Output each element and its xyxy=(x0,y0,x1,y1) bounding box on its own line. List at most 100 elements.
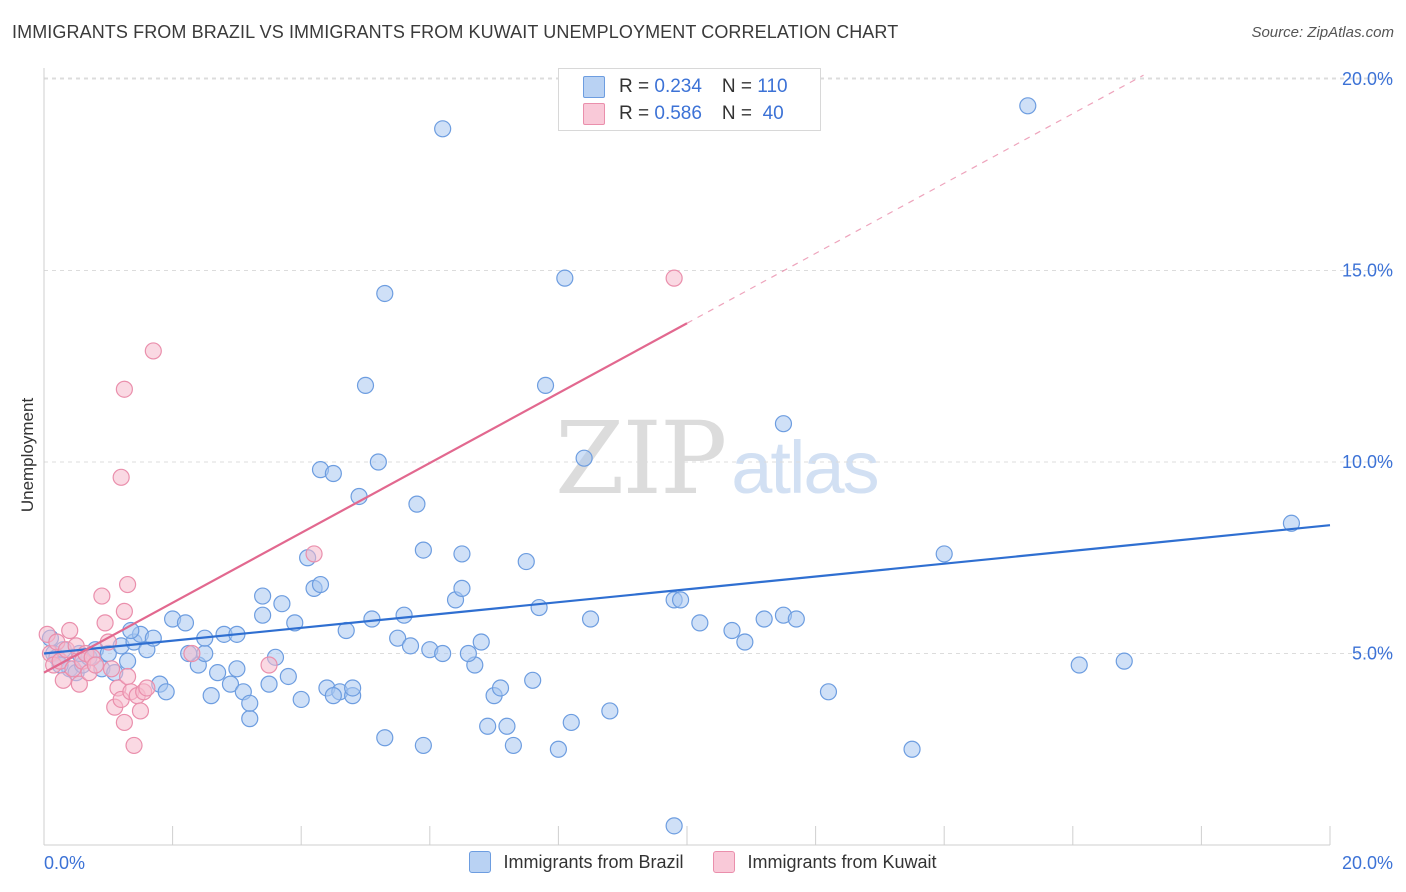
legend-r-label: R = xyxy=(619,103,655,124)
brazil-point xyxy=(389,629,407,647)
brazil-point xyxy=(491,679,510,697)
kuwait-point xyxy=(70,675,88,693)
brazil-point xyxy=(228,660,246,678)
brazil-point xyxy=(498,717,516,735)
chart-source: Source: ZipAtlas.com xyxy=(1251,24,1394,41)
brazil-point xyxy=(774,415,793,433)
kuwait-point xyxy=(86,656,105,674)
brazil-point xyxy=(671,591,690,609)
brazil-point xyxy=(118,652,137,670)
kuwait-point xyxy=(138,679,156,697)
brazil-point xyxy=(479,717,497,735)
kuwait-point xyxy=(112,468,130,486)
brazil-point xyxy=(453,545,471,563)
brazil-point xyxy=(723,621,741,640)
kuwait-point xyxy=(102,660,121,678)
brazil-point xyxy=(344,679,362,697)
brazil-point xyxy=(157,683,175,701)
legend-n-label: N = xyxy=(721,76,758,97)
legend-label-kuwait: Immigrants from Kuwait xyxy=(747,851,937,872)
brazil-point xyxy=(1070,656,1088,674)
brazil-point xyxy=(530,598,548,617)
brazil-point xyxy=(736,633,754,651)
legend-r-value: 0.586 xyxy=(654,103,702,124)
kuwait-trendline-extension xyxy=(686,74,1144,324)
legend-item-kuwait[interactable]: Immigrants from Kuwait xyxy=(713,851,937,873)
brazil-point xyxy=(1019,97,1037,115)
legend-series: Immigrants from Brazil Immigrants from K… xyxy=(0,851,1406,873)
kuwait-point xyxy=(61,621,79,640)
x-tick-label: 20.0% xyxy=(1342,853,1393,873)
brazil-point xyxy=(395,606,413,624)
kuwait-point xyxy=(96,614,114,632)
legend-n-value: 40 xyxy=(757,103,784,124)
legend-row-kuwait: R = 0.586 N = 40 xyxy=(583,101,784,127)
brazil-point xyxy=(376,729,394,747)
brazil-point xyxy=(176,614,195,632)
legend-n-label: N = xyxy=(721,103,758,124)
brazil-point xyxy=(665,817,683,835)
brazil-point xyxy=(524,671,542,689)
kuwait-point xyxy=(115,602,133,620)
y-tick-label: 15.0% xyxy=(1342,261,1393,281)
brazil-point xyxy=(376,284,394,303)
brazil-point xyxy=(401,637,420,655)
brazil-point xyxy=(254,587,272,605)
kuwait-point xyxy=(115,713,133,732)
brazil-point xyxy=(575,449,593,467)
brazil-point xyxy=(549,740,568,758)
brazil-point xyxy=(536,376,555,394)
legend-n-value: 110 xyxy=(757,76,788,97)
kuwait-point xyxy=(183,644,201,663)
brazil-point xyxy=(414,736,432,755)
brazil-point xyxy=(472,633,490,651)
brazil-point xyxy=(581,610,600,628)
brazil-point xyxy=(209,664,227,682)
brazil-point xyxy=(324,464,342,483)
legend-label-brazil: Immigrants from Brazil xyxy=(503,851,684,872)
legend-stats: R = 0.234 N = 110 R = 0.586 N = 40 xyxy=(558,68,821,131)
kuwait-point xyxy=(665,269,683,287)
brazil-point xyxy=(356,376,375,394)
brazil-point xyxy=(241,694,259,712)
brazil-point xyxy=(311,575,330,594)
brazil-point xyxy=(273,595,291,613)
chart-title: IMMIGRANTS FROM BRAZIL VS IMMIGRANTS FRO… xyxy=(12,22,899,42)
kuwait-point xyxy=(260,656,278,674)
brazil-point xyxy=(903,740,921,758)
brazil-point xyxy=(279,667,297,686)
kuwait-point xyxy=(54,671,72,689)
legend-swatch-kuwait xyxy=(713,851,736,873)
brazil-point xyxy=(241,710,259,728)
legend-swatch-brazil xyxy=(469,851,492,873)
y-tick-label: 10.0% xyxy=(1342,452,1393,472)
legend-item-brazil[interactable]: Immigrants from Brazil xyxy=(469,851,683,873)
brazil-point xyxy=(434,120,452,138)
brazil-point xyxy=(787,610,805,628)
legend-swatch-kuwait xyxy=(583,103,605,125)
brazil-point xyxy=(504,736,522,755)
brazil-point xyxy=(414,541,432,559)
brazil-point xyxy=(408,495,426,513)
legend-r-label: R = xyxy=(619,76,655,97)
brazil-point xyxy=(459,644,477,663)
brazil-point xyxy=(601,702,619,720)
brazil-point xyxy=(434,644,452,663)
brazil-point xyxy=(819,683,838,701)
brazil-point xyxy=(935,545,953,563)
brazil-point xyxy=(1282,514,1301,532)
brazil-trendline xyxy=(43,524,1331,655)
kuwait-point xyxy=(118,667,137,686)
y-axis-label: Unemployment xyxy=(18,397,37,513)
kuwait-point xyxy=(115,380,133,398)
legend-swatch-brazil xyxy=(583,76,605,98)
y-tick-label: 5.0% xyxy=(1352,644,1393,664)
brazil-point xyxy=(556,269,574,287)
kuwait-point xyxy=(144,342,162,360)
brazil-point xyxy=(691,614,709,632)
kuwait-point xyxy=(131,702,150,720)
kuwait-point xyxy=(125,736,143,755)
brazil-point xyxy=(1115,652,1133,670)
brazil-point xyxy=(755,610,773,628)
